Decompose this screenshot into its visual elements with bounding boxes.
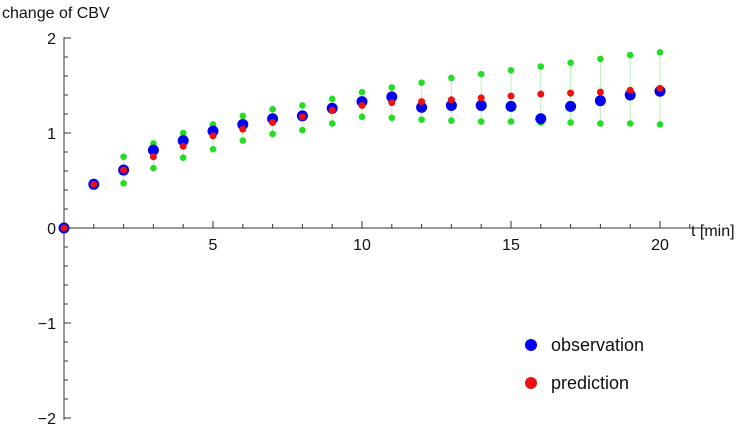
band-lower-point [358, 113, 366, 121]
observation-point [535, 113, 547, 125]
band-upper-point [179, 129, 187, 137]
axis-ticks-group: 5 10 15 20 −2 −1 0 1 2 [38, 31, 691, 428]
prediction-point [298, 113, 306, 121]
band-lower-point [269, 130, 276, 138]
band-lines-group [123, 52, 661, 184]
legend: observation prediction [525, 335, 644, 393]
prediction-point [626, 86, 634, 94]
band-upper-point [120, 153, 127, 161]
band-lower-point [418, 116, 425, 123]
prediction-point [90, 180, 98, 188]
observation-point [565, 100, 577, 112]
points-group [58, 48, 666, 234]
band-lower-point [388, 114, 396, 122]
prediction-point [60, 224, 68, 232]
band-lower-point [120, 180, 127, 187]
axes-group: 5 10 15 20 −2 −1 0 1 2 [38, 31, 706, 428]
prediction-point [596, 88, 604, 96]
prediction-point [656, 84, 664, 92]
observation-point [505, 100, 517, 112]
band-upper-point [418, 79, 425, 86]
band-lower-point [239, 137, 247, 144]
prediction-point [358, 101, 366, 109]
band-lower-point [179, 154, 187, 161]
observation-point [386, 91, 398, 103]
band-upper-point [388, 84, 396, 91]
prediction-point [120, 166, 128, 174]
y-tick-label: 0 [47, 221, 56, 238]
y-tick-label: −2 [38, 411, 56, 428]
band-lower-point [656, 121, 664, 128]
band-lower-point [597, 120, 604, 127]
prediction-point [388, 99, 396, 107]
band-lower-point [567, 119, 574, 126]
band-upper-point [656, 48, 664, 56]
band-upper-point [299, 102, 306, 109]
prediction-point [269, 119, 277, 127]
band-lower-point [448, 117, 455, 124]
x-tick-label: 5 [209, 237, 218, 254]
band-upper-point [328, 95, 336, 103]
observation-point [147, 144, 159, 156]
y-tick-label: 1 [47, 126, 56, 143]
legend-swatch-prediction [525, 377, 537, 389]
y-tick-label: −1 [38, 316, 56, 333]
x-axis-label: t [min] [691, 223, 735, 240]
band-upper-point [269, 105, 276, 113]
prediction-point [537, 90, 545, 98]
observation-point [416, 101, 428, 113]
band-lower-point [150, 164, 157, 172]
prediction-point [507, 92, 515, 100]
observation-point [475, 99, 487, 111]
prediction-point [328, 106, 336, 114]
x-tick-label: 20 [651, 237, 669, 254]
prediction-point [477, 94, 485, 102]
prediction-point [209, 132, 217, 140]
band-lower-point [477, 118, 485, 125]
observation-point [445, 99, 457, 111]
legend-label-prediction: prediction [551, 373, 629, 393]
band-lower-point [507, 118, 515, 125]
band-upper-point [626, 51, 634, 59]
prediction-point [239, 125, 247, 133]
y-axis-label: change of CBV [2, 5, 110, 22]
band-upper-point [537, 63, 545, 70]
band-upper-point [239, 112, 247, 120]
y-tick-label: 2 [47, 31, 56, 48]
band-lower-point [626, 120, 634, 127]
observation-point [177, 135, 189, 147]
prediction-point [179, 142, 187, 150]
band-upper-point [477, 70, 485, 78]
x-tick-label: 10 [353, 237, 371, 254]
legend-swatch-observation [525, 339, 537, 351]
prediction-point [567, 89, 575, 97]
band-upper-point [507, 67, 515, 74]
prediction-point [149, 153, 157, 161]
band-upper-point [567, 59, 574, 66]
band-lower-point [328, 120, 336, 127]
band-lower-point [299, 126, 306, 134]
legend-label-observation: observation [551, 335, 644, 355]
band-upper-point [597, 55, 604, 63]
prediction-point [447, 96, 455, 104]
band-upper-point [358, 88, 366, 96]
band-upper-point [448, 74, 455, 82]
band-lower-point [209, 145, 217, 153]
prediction-point [418, 98, 426, 106]
x-tick-label: 15 [502, 237, 520, 254]
observation-point [594, 95, 606, 107]
